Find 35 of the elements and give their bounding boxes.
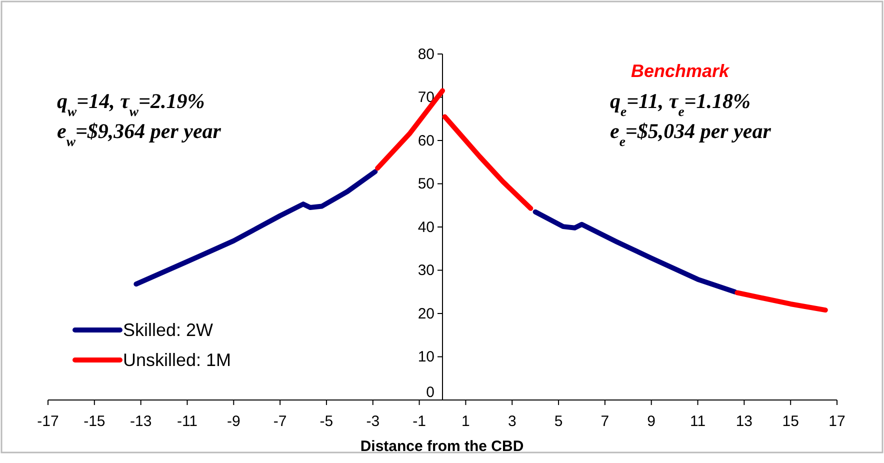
x-tick-label: 9 <box>647 413 656 430</box>
x-tick-label: -9 <box>226 413 240 430</box>
x-tick-label: -3 <box>366 413 380 430</box>
legend-label: Skilled: 2W <box>123 320 214 340</box>
x-tick-label: -1 <box>412 413 426 430</box>
legend-label: Unskilled: 1M <box>123 350 232 370</box>
x-tick-label: -13 <box>130 413 152 430</box>
annotation: q$_{w}$=14, τ$_{w}$=2.19% <box>57 89 205 118</box>
y-tick-label: 40 <box>418 218 434 236</box>
annotation: Benchmark <box>630 61 730 81</box>
annotation: e$_{e}$=$5,034 per year <box>610 119 772 148</box>
y-tick-label: 80 <box>418 46 434 63</box>
y-tick-label: 30 <box>418 262 434 280</box>
y-tick-label: 60 <box>418 132 434 150</box>
x-tick-label: -5 <box>320 413 334 430</box>
y-tick-label: 0 <box>426 384 434 401</box>
annotation: e$_{w}$=$9,364 per year <box>57 119 222 148</box>
x-tick-label: 13 <box>736 413 753 430</box>
x-tick-label: 3 <box>508 413 516 430</box>
x-tick-label: -17 <box>37 413 59 430</box>
y-tick-label: 50 <box>418 176 434 193</box>
x-tick-label: -15 <box>84 413 106 430</box>
annotation: q$_{e}$=11, τ$_{e}$=1.18% <box>610 89 750 118</box>
y-tick-label: 20 <box>418 305 434 322</box>
x-axis-title: Distance from the CBD <box>360 438 524 455</box>
x-tick-label: 17 <box>828 413 846 430</box>
x-tick-label: 1 <box>462 413 470 430</box>
y-tick-label: 70 <box>418 89 434 106</box>
x-tick-label: 15 <box>782 413 799 430</box>
x-tick-label: 7 <box>600 413 610 430</box>
x-tick-label: 5 <box>554 413 563 430</box>
x-tick-label: -7 <box>273 413 287 430</box>
y-tick-label: 10 <box>418 348 434 366</box>
x-tick-label: 11 <box>690 413 706 430</box>
x-tick-label: -11 <box>176 413 198 430</box>
